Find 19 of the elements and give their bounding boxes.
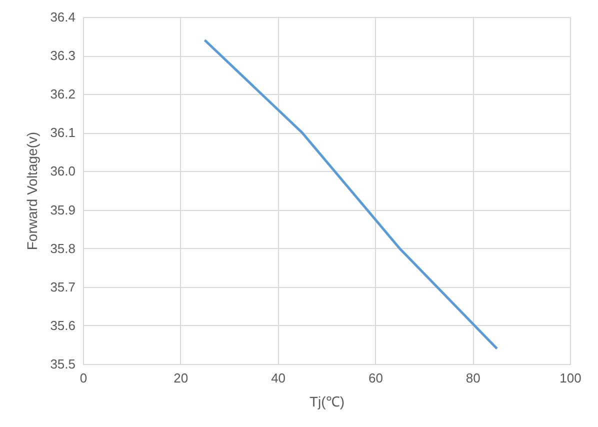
y-tick-label: 36.4 xyxy=(50,10,76,24)
x-tick-label: 100 xyxy=(560,370,582,386)
y-tick-label: 35.9 xyxy=(50,202,76,218)
y-tick-label: 35.5 xyxy=(50,356,76,372)
y-tick-label: 35.8 xyxy=(50,240,76,256)
y-tick-label: 36.0 xyxy=(50,164,76,179)
x-tick-label: 20 xyxy=(174,370,188,386)
x-tick-label: 40 xyxy=(271,370,286,386)
x-axis-title: Tj(℃) xyxy=(310,394,344,410)
y-axis-title: Forward Voltage(v) xyxy=(24,132,40,250)
y-tick-label: 36.3 xyxy=(50,48,76,64)
y-tick-label: 35.6 xyxy=(50,318,76,333)
x-tick-label: 80 xyxy=(466,370,480,386)
y-tick-label: 35.7 xyxy=(50,279,76,294)
line-series xyxy=(204,38,498,350)
x-tick-label: 0 xyxy=(80,370,88,386)
x-tick-label: 60 xyxy=(368,370,383,386)
y-tick-label: 36.1 xyxy=(50,125,76,140)
y-tick-label: 36.2 xyxy=(50,86,76,102)
